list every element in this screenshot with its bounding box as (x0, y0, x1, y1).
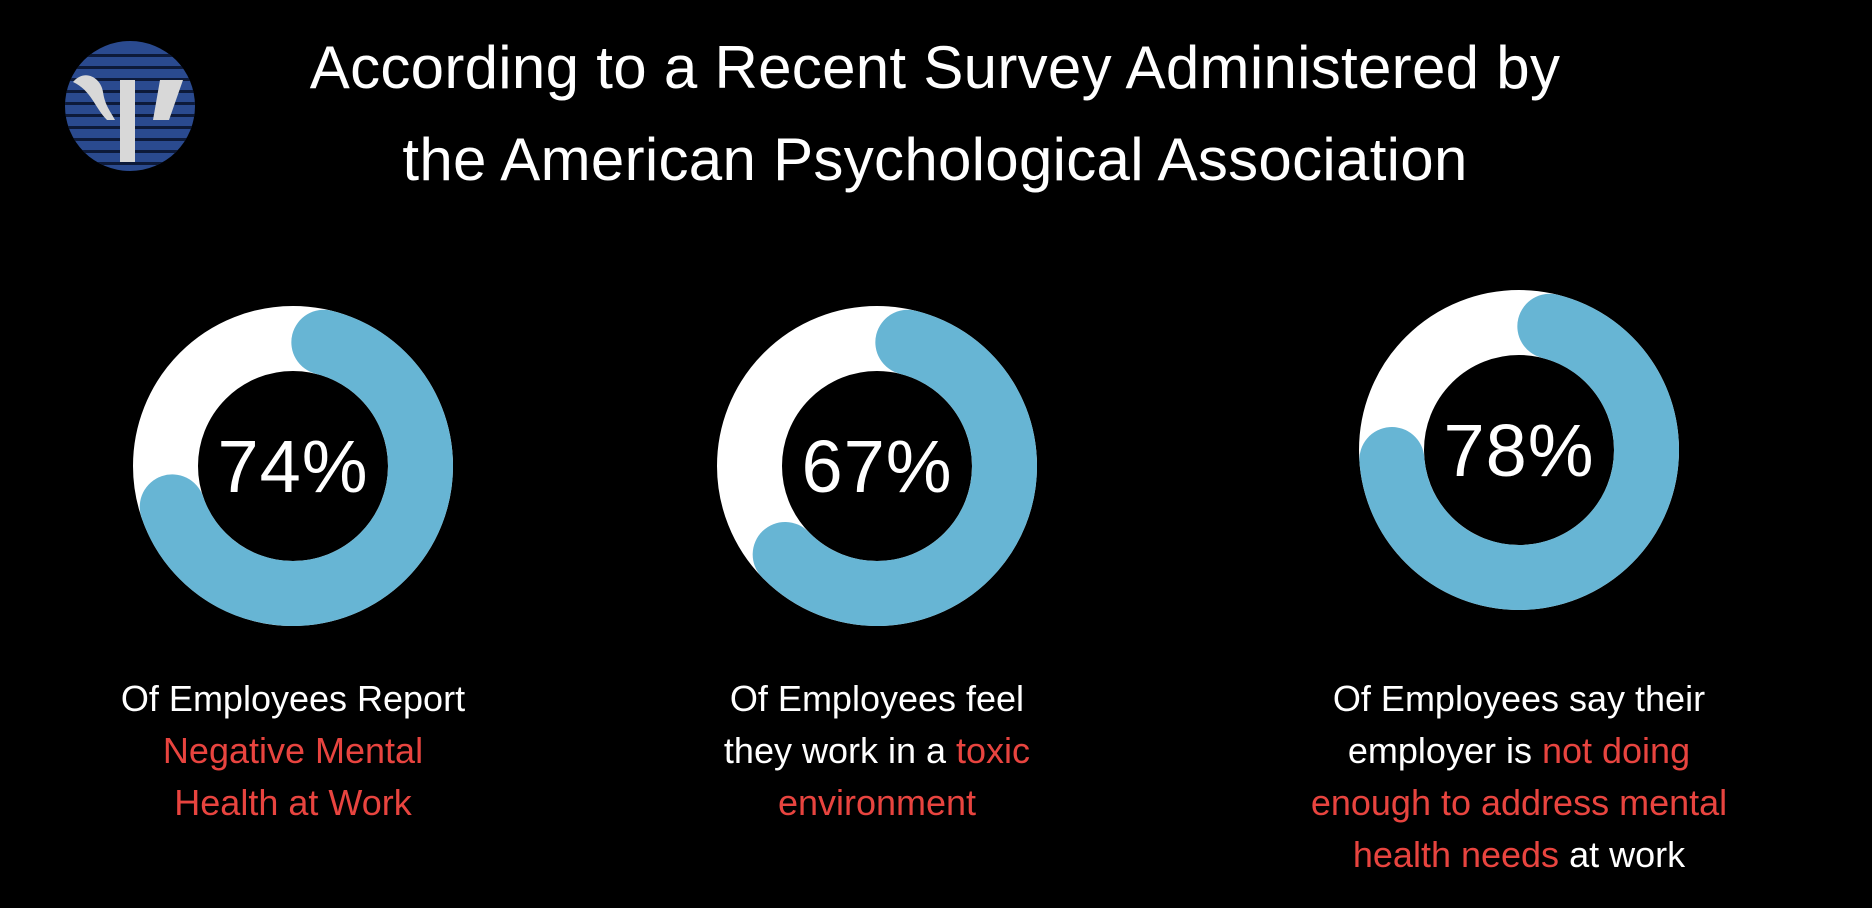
donut-chart-67: 67% (717, 306, 1037, 626)
caption-line: employer is not doing (1269, 725, 1769, 777)
percent-value: 67% (801, 424, 953, 508)
caption-text: at work (1559, 834, 1686, 875)
page-title: According to a Recent Survey Administere… (210, 22, 1660, 206)
title-line-2: the American Psychological Association (402, 126, 1468, 193)
caption-highlight: environment (777, 782, 977, 823)
donut-ring-icon (717, 306, 1037, 626)
caption-text: employer is (1347, 730, 1542, 771)
donut-ring-icon (133, 306, 453, 626)
caption-highlight: Negative Mental (162, 730, 424, 771)
donut-chart-78: 78% (1359, 290, 1679, 610)
stat-caption-3: Of Employees say their employer is not d… (1269, 673, 1769, 881)
donut-chart-74: 74% (133, 306, 453, 626)
apa-psi-logo-icon (65, 41, 195, 171)
caption-highlight: toxic (956, 730, 1031, 771)
caption-line: they work in a toxic (677, 725, 1077, 777)
caption-highlight: not doing (1541, 730, 1691, 771)
caption-highlight: health needs (1352, 834, 1560, 875)
caption-line: Of Employees say their (1332, 678, 1706, 719)
caption-text: they work in a (723, 730, 957, 771)
stat-caption-1: Of Employees Report Negative Mental Heal… (93, 673, 493, 829)
percent-value: 78% (1443, 408, 1595, 492)
stat-caption-2: Of Employees feel they work in a toxic e… (677, 673, 1077, 829)
caption-line: health needs at work (1269, 829, 1769, 881)
caption-highlight: Health at Work (174, 782, 412, 823)
caption-highlight: enough to address mental (1310, 782, 1728, 823)
donut-ring-icon (1359, 290, 1679, 610)
caption-line: Of Employees feel (729, 678, 1025, 719)
percent-value: 74% (217, 424, 369, 508)
apa-logo (65, 40, 195, 172)
caption-line: Of Employees Report (120, 678, 466, 719)
title-line-1: According to a Recent Survey Administere… (309, 34, 1561, 101)
